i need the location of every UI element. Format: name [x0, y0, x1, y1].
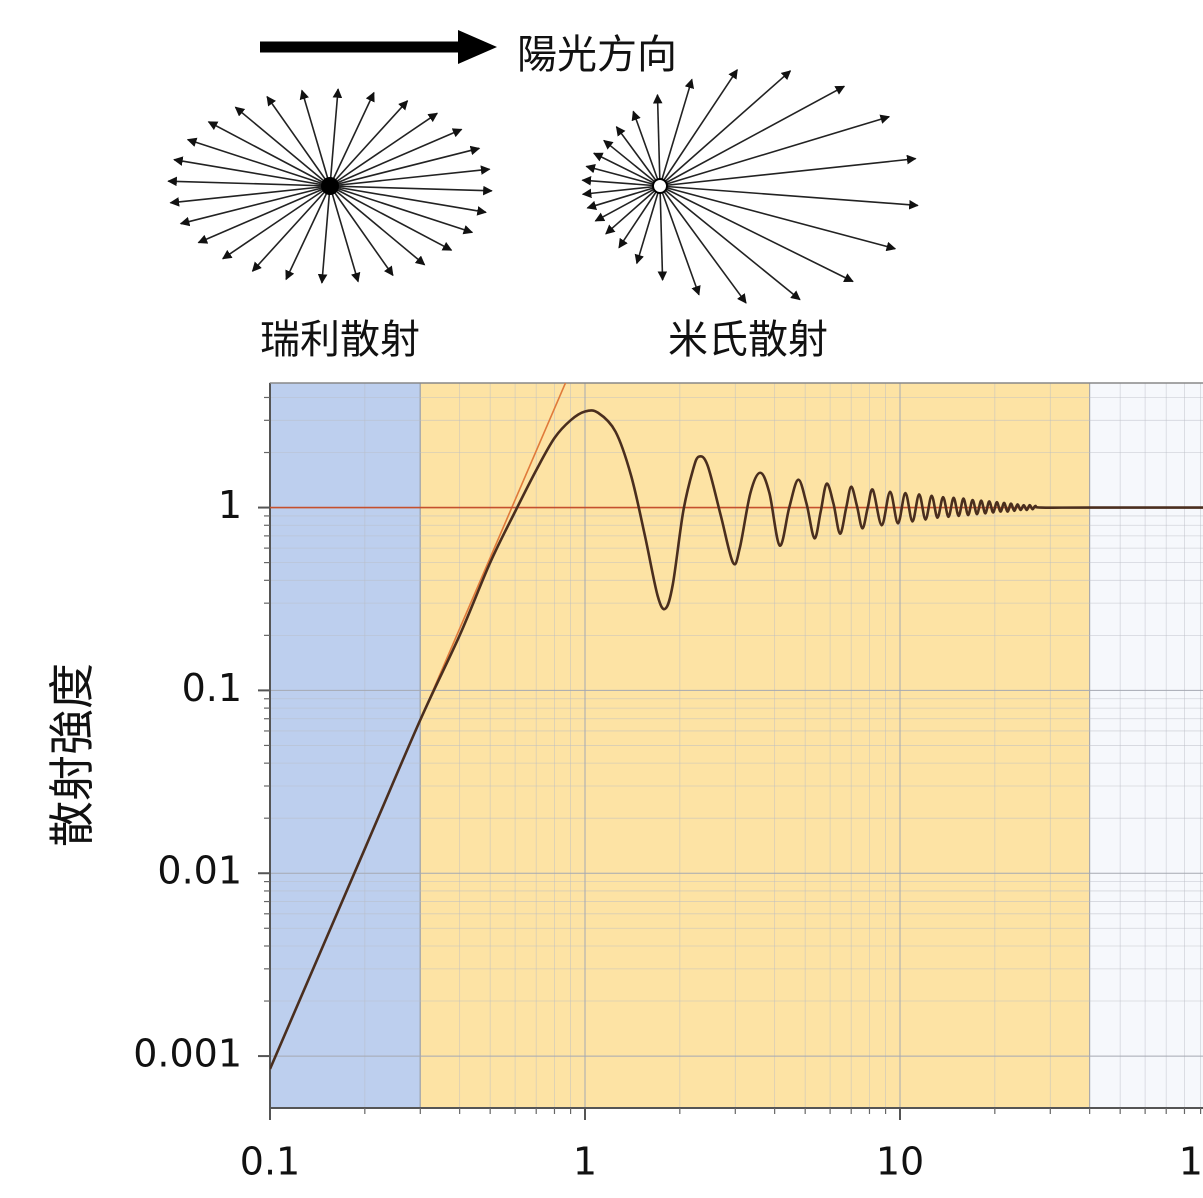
scatter-arrow	[329, 145, 481, 187]
scatter-arrow	[329, 185, 453, 251]
scatter-arrow	[659, 70, 792, 187]
scatter-arrow	[317, 185, 331, 284]
y-tick-label: 0.001	[133, 1032, 242, 1076]
scatter-arrow	[329, 112, 439, 187]
plot: 0.001 0.01 0.1 1 0.1 1 10 100	[133, 382, 1203, 1184]
series-group	[270, 383, 1203, 1070]
scatter-arrow	[285, 185, 331, 281]
y-axis-label: 散射強度	[45, 663, 99, 847]
scatter-arrow	[186, 137, 331, 187]
scatter-arrow	[329, 100, 409, 187]
scatter-arrow	[329, 185, 474, 235]
scatter-arrow	[659, 68, 738, 187]
scatter-arrow	[197, 185, 331, 244]
rayleigh-label: 瑞利散射	[260, 317, 420, 363]
grid	[270, 383, 1203, 1108]
scatter-arrow	[179, 185, 331, 227]
scatter-arrow	[329, 185, 487, 216]
x-tick-label: 1	[573, 1140, 597, 1184]
y-tick-label: 0.01	[157, 849, 242, 893]
y-tick-label: 1	[218, 483, 242, 527]
scatter-arrow	[659, 185, 701, 296]
scatter-arrow	[603, 139, 661, 187]
scatter-arrow	[615, 126, 661, 187]
scatter-arrow	[659, 185, 897, 252]
scatter-arrow	[659, 154, 917, 187]
scatter-arrow	[634, 185, 661, 265]
scatter-arrow	[329, 88, 343, 187]
scatter-arrow	[659, 185, 919, 210]
y-tick-label: 0.1	[182, 666, 242, 710]
scatter-arrow	[659, 78, 695, 187]
scatter-arrow	[631, 110, 661, 187]
series-line	[270, 409, 1203, 1070]
scatter-arrow	[659, 185, 854, 283]
scatter-arrow	[585, 163, 661, 187]
x-tick-label: 10	[876, 1140, 924, 1184]
scatter-arrow	[659, 185, 801, 301]
scatter-arrow	[581, 176, 661, 187]
scatter-arrow	[652, 93, 663, 187]
sun-arrow	[260, 30, 497, 64]
scatter-arrow	[329, 185, 426, 266]
scatter-arrow	[329, 91, 375, 187]
scatter-arrow	[329, 185, 394, 277]
scatter-arrow	[657, 185, 668, 282]
scatter-arrow	[659, 185, 747, 304]
x-tick-label: 100	[1179, 1140, 1203, 1184]
mie-diagram	[581, 68, 919, 304]
scatter-arrow	[329, 165, 491, 187]
sun-label: 陽光方向	[517, 32, 677, 78]
scatter-arrow	[167, 176, 331, 187]
scatter-arrow	[581, 185, 661, 199]
scatter-arrow	[251, 185, 331, 272]
scatter-arrow	[207, 121, 331, 187]
scatter-arrow	[605, 185, 661, 235]
scatter-arrow	[618, 185, 661, 249]
scatter-arrow	[266, 95, 331, 187]
scatter-arrow	[594, 185, 661, 222]
scatter-arrow	[586, 185, 661, 211]
scatter-arrow	[173, 156, 331, 187]
scatter-arrow	[659, 85, 846, 187]
scatter-arrow	[329, 128, 463, 187]
scatter-arrow	[234, 106, 331, 187]
x-tick-label: 0.1	[240, 1140, 300, 1184]
scatter-arrow	[299, 89, 331, 187]
rayleigh-diagram	[167, 88, 493, 284]
scatter-arrow	[659, 114, 891, 187]
scatter-arrow	[169, 185, 331, 207]
scatter-arrow	[592, 152, 661, 187]
particle	[321, 177, 339, 195]
mie-label: 米氏散射	[668, 317, 828, 363]
scatter-arrow	[329, 185, 493, 196]
scatter-arrow	[329, 185, 361, 283]
scatter-arrow	[221, 185, 331, 260]
particle	[652, 178, 668, 194]
